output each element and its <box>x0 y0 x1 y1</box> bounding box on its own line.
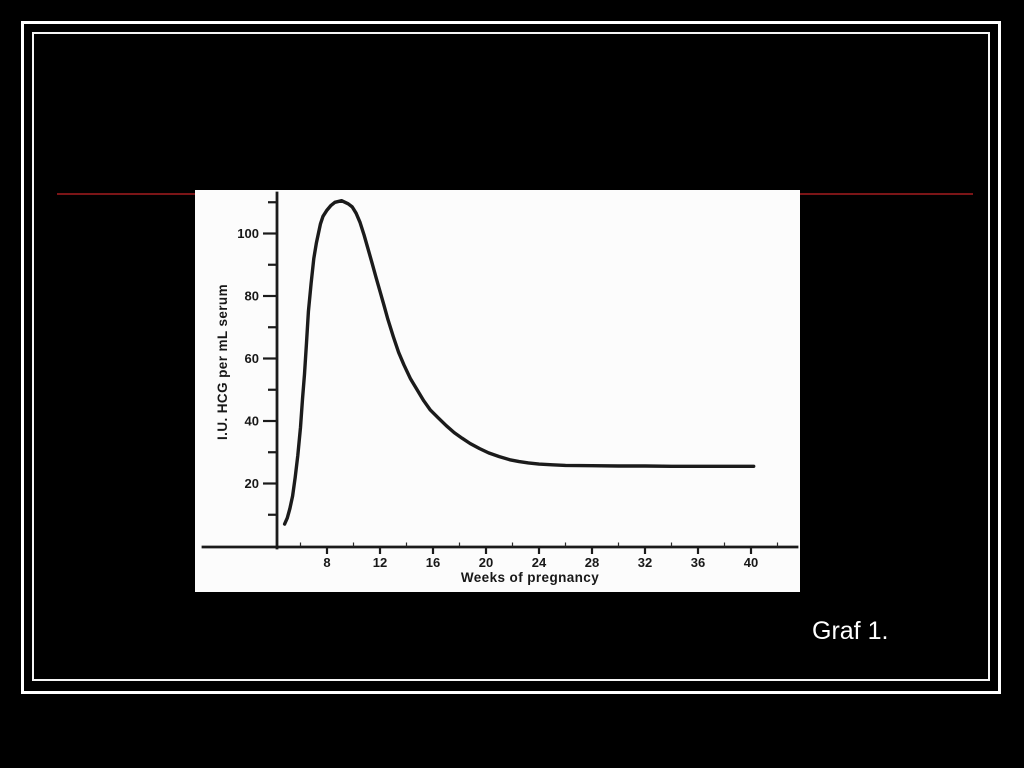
y-axis-title: I.U. HCG per mL serum <box>215 284 230 440</box>
x-axis-tick-label: 12 <box>373 555 387 570</box>
slide-outer-border <box>21 21 1001 694</box>
x-axis-tick-label: 28 <box>585 555 599 570</box>
figure-caption: Graf 1. <box>812 617 889 645</box>
hcg-line-chart: 20 40 60 80 100 8 12 16 20 24 28 32 36 40 I.U. HCG pe… <box>201 191 799 585</box>
x-axis-tick-label: 36 <box>691 555 705 570</box>
x-axis-tick-label: 20 <box>479 555 493 570</box>
x-axis-title: Weeks of pregnancy <box>461 570 599 585</box>
x-axis-tick-label: 8 <box>323 555 330 570</box>
x-axis-tick-label: 16 <box>426 555 440 570</box>
y-axis-tick-label: 60 <box>245 351 259 366</box>
y-axis-tick-label: 20 <box>245 476 259 491</box>
hcg-curve <box>282 199 756 526</box>
y-axis-tick-label: 80 <box>245 289 259 304</box>
axis-ticks: 20 40 60 80 100 8 12 16 20 24 28 32 36 40 <box>237 201 779 570</box>
x-axis-tick-label: 24 <box>532 555 547 570</box>
y-axis-tick-label: 100 <box>237 226 259 241</box>
x-axis-tick-label: 40 <box>744 555 758 570</box>
slide-inner-border <box>32 32 990 681</box>
y-axis-tick-label: 40 <box>245 414 259 429</box>
hcg-chart-image: 20 40 60 80 100 8 12 16 20 24 28 32 36 40 I.U. HCG pe… <box>195 190 800 592</box>
x-axis-tick-label: 32 <box>638 555 652 570</box>
